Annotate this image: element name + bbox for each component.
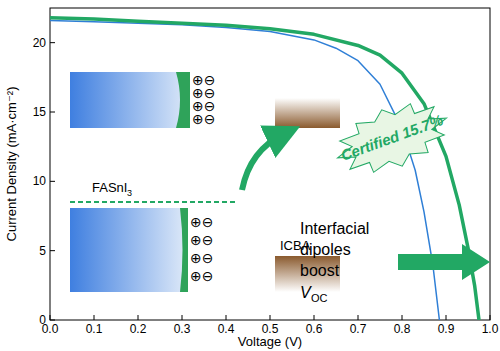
x-tick-label: 0.1	[86, 322, 103, 336]
y-tick-label: 10	[33, 174, 47, 188]
x-tick	[314, 315, 315, 320]
x-tick	[402, 315, 403, 320]
x-tick-label: 1.0	[482, 322, 499, 336]
dipole-symbol: ⊕⊖	[190, 214, 213, 230]
x-tick-label: 0.2	[130, 322, 147, 336]
x-tick	[50, 315, 51, 320]
y-tick	[50, 181, 55, 182]
x-tick	[270, 315, 271, 320]
y-tick	[50, 320, 55, 321]
perovskite-block	[70, 208, 185, 292]
y-tick	[50, 112, 55, 113]
curves	[50, 18, 479, 320]
dipole-symbol: ⊕⊖	[190, 268, 213, 284]
y-tick-label: 0	[39, 313, 46, 327]
x-tick	[226, 315, 227, 320]
x-tick	[446, 315, 447, 320]
perovskite-block	[70, 72, 188, 128]
starburst	[327, 90, 457, 186]
x-tick-label: 0.8	[394, 322, 411, 336]
chart: 0.00.10.20.30.40.50.60.70.80.91.00510152…	[0, 0, 500, 351]
dipole-symbol: ⊕⊖	[190, 250, 213, 266]
dipole-symbol: ⊕⊖	[190, 232, 213, 248]
certified-label: Certified 15.7%	[338, 111, 445, 164]
y-tick-label: 15	[33, 105, 47, 119]
y-tick-label: 20	[33, 36, 47, 50]
x-tick	[490, 315, 491, 320]
y-tick-label: 5	[39, 244, 46, 258]
icba-block	[275, 98, 340, 128]
annotation: Interfacial	[300, 220, 369, 237]
x-tick	[94, 315, 95, 320]
x-tick-label: 0.3	[174, 322, 191, 336]
x-tick	[182, 315, 183, 320]
x-tick	[138, 315, 139, 320]
y-tick	[50, 42, 55, 43]
x-tick-label: 0.9	[438, 322, 455, 336]
curved-arrow	[242, 134, 284, 190]
annotation: dipoles	[300, 241, 351, 258]
jv-curve	[50, 20, 439, 320]
x-tick	[358, 315, 359, 320]
jv-curve	[50, 18, 479, 320]
x-tick-label: 0.7	[350, 322, 367, 336]
dipole-layer	[180, 208, 188, 292]
level-line	[70, 201, 236, 203]
plot-frame	[50, 8, 490, 320]
fasni3-subscript: 3	[127, 188, 132, 198]
y-tick	[50, 250, 55, 251]
x-tick-label: 0.4	[218, 322, 235, 336]
annotation: OC	[311, 292, 328, 304]
x-axis-label: Voltage (V)	[238, 334, 302, 349]
fasni3-label: FASnI	[92, 180, 127, 195]
y-axis-label: Current Density (mA·cm⁻²)	[4, 87, 19, 242]
dipole-symbol: ⊕⊖	[192, 111, 215, 127]
right-arrow	[398, 244, 490, 280]
dipole-layer	[176, 72, 190, 128]
x-tick-label: 0.6	[306, 322, 323, 336]
annotation: boost	[300, 262, 340, 279]
